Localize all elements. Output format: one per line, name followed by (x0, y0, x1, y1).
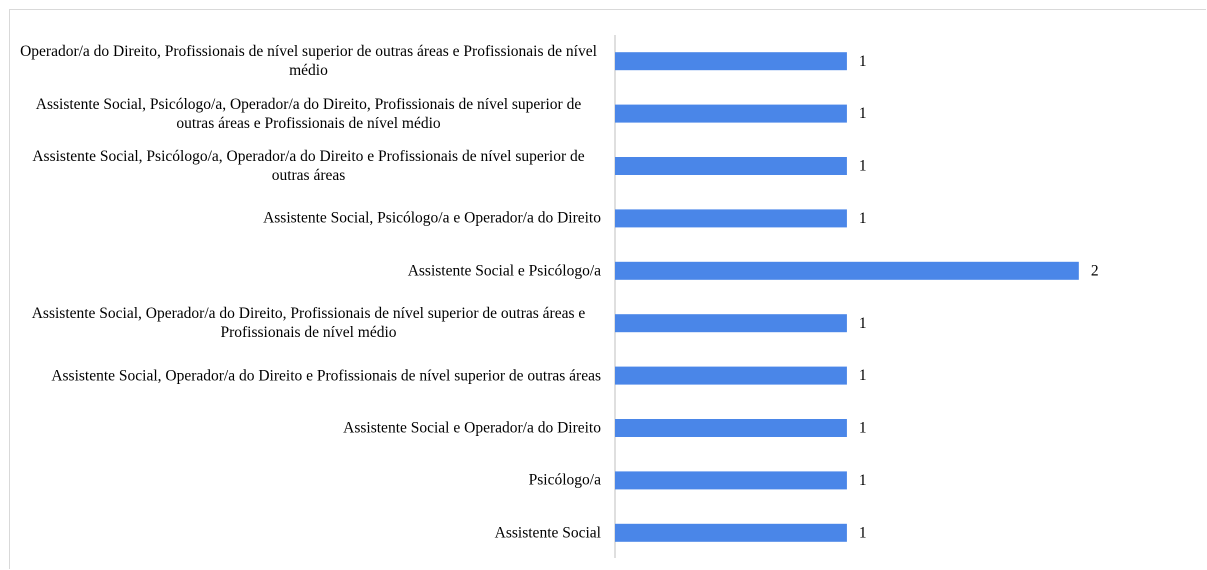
chart-frame (9, 9, 1206, 569)
value-label: 1 (859, 158, 867, 175)
category-label: Psicólogo/a (528, 471, 601, 489)
category-label: Assistente Social e Psicólogo/a (407, 262, 601, 280)
bar (615, 314, 847, 333)
bar (615, 104, 847, 123)
bar (615, 523, 847, 542)
value-label: 1 (859, 210, 867, 227)
category-label: Assistente Social (494, 524, 601, 542)
category-label: Assistente Social e Operador/a do Direit… (343, 419, 601, 437)
bar (615, 157, 847, 175)
value-label: 1 (859, 367, 867, 384)
value-label: 1 (859, 105, 867, 122)
category-label: Assistente Social, Operador/a do Direito… (31, 305, 586, 342)
value-label: 1 (859, 53, 867, 70)
bar (615, 261, 1079, 280)
category-label: Assistente Social, Psicólogo/a, Operador… (32, 148, 585, 184)
value-label: 1 (859, 524, 867, 541)
category-label: Assistente Social, Psicólogo/a e Operado… (263, 209, 601, 227)
bar (615, 419, 847, 437)
category-label: Assistente Social, Operador/a do Direito… (51, 367, 601, 385)
value-label: 2 (1091, 262, 1099, 279)
bar (615, 52, 847, 71)
bar (615, 366, 847, 385)
value-label: 1 (859, 472, 867, 489)
bar (615, 209, 847, 228)
category-label: Operador/a do Direito, Profissionais de … (20, 43, 597, 80)
value-label: 1 (859, 420, 867, 437)
bar (615, 471, 847, 490)
value-label: 1 (859, 315, 867, 332)
category-label: Assistente Social, Psicólogo/a, Operador… (35, 95, 582, 132)
